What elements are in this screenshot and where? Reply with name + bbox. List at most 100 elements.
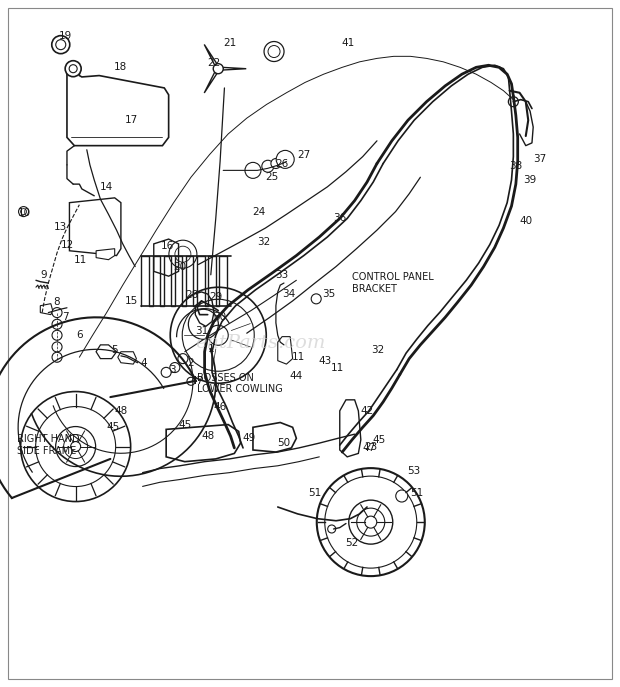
Text: 32: 32	[257, 237, 270, 247]
Circle shape	[311, 294, 321, 304]
Circle shape	[349, 500, 392, 544]
Circle shape	[262, 160, 274, 172]
Circle shape	[51, 36, 70, 54]
Circle shape	[178, 354, 188, 363]
Text: 34: 34	[281, 289, 295, 299]
Circle shape	[170, 363, 180, 372]
Circle shape	[52, 330, 62, 340]
Text: 20: 20	[173, 262, 187, 271]
Polygon shape	[253, 423, 296, 452]
Text: 18: 18	[114, 63, 128, 72]
Polygon shape	[96, 345, 117, 359]
Text: 49: 49	[242, 433, 256, 443]
Circle shape	[52, 352, 62, 362]
Circle shape	[328, 525, 335, 533]
Text: 3: 3	[169, 365, 175, 374]
Text: 26: 26	[275, 159, 289, 168]
Text: 5: 5	[112, 346, 118, 355]
Text: 11: 11	[292, 352, 306, 362]
Polygon shape	[40, 304, 53, 315]
Circle shape	[396, 490, 408, 502]
Text: 21: 21	[223, 38, 236, 47]
Circle shape	[52, 342, 62, 352]
Text: 44: 44	[290, 372, 303, 381]
Polygon shape	[96, 249, 115, 260]
Circle shape	[264, 41, 284, 62]
Text: 8: 8	[54, 297, 60, 307]
Text: 30: 30	[213, 313, 227, 322]
Text: 2: 2	[187, 358, 193, 368]
Text: 12: 12	[60, 240, 74, 249]
Text: 29: 29	[209, 292, 223, 302]
Text: 28: 28	[185, 291, 199, 300]
Text: 31: 31	[195, 326, 208, 336]
Polygon shape	[204, 45, 217, 65]
Circle shape	[271, 159, 281, 168]
Text: 17: 17	[125, 115, 138, 125]
Polygon shape	[278, 337, 293, 364]
Circle shape	[208, 325, 228, 346]
Text: 36: 36	[333, 214, 347, 223]
Circle shape	[508, 97, 518, 106]
Text: entParts.com: entParts.com	[195, 335, 326, 352]
Text: 48: 48	[201, 431, 215, 441]
Circle shape	[187, 377, 195, 385]
Text: 24: 24	[252, 207, 266, 216]
Text: CONTROL PANEL
BRACKET: CONTROL PANEL BRACKET	[352, 272, 434, 294]
Polygon shape	[340, 400, 361, 457]
Circle shape	[276, 150, 294, 168]
Text: 41: 41	[342, 38, 355, 47]
Circle shape	[20, 392, 131, 502]
Text: 47: 47	[190, 376, 204, 386]
Text: 27: 27	[297, 150, 311, 159]
Text: 45: 45	[373, 435, 386, 444]
Text: 45: 45	[106, 423, 120, 432]
Text: 35: 35	[322, 289, 335, 299]
Circle shape	[56, 427, 95, 466]
Text: 1: 1	[208, 344, 214, 354]
Circle shape	[161, 368, 171, 377]
Circle shape	[245, 162, 261, 179]
Text: 7: 7	[62, 313, 68, 322]
Polygon shape	[166, 425, 241, 462]
Polygon shape	[67, 67, 169, 146]
Text: 40: 40	[519, 216, 533, 226]
Polygon shape	[223, 67, 246, 70]
Text: 46: 46	[213, 402, 227, 412]
Text: 48: 48	[114, 406, 128, 416]
Text: 25: 25	[265, 172, 278, 182]
Text: 4: 4	[141, 358, 147, 368]
Text: 45: 45	[178, 420, 192, 429]
Text: 16: 16	[161, 241, 174, 251]
Text: 53: 53	[407, 466, 421, 475]
Text: 11: 11	[74, 255, 87, 264]
Circle shape	[317, 468, 425, 576]
Circle shape	[365, 516, 377, 528]
Text: 33: 33	[275, 270, 289, 280]
Text: 37: 37	[533, 155, 546, 164]
Polygon shape	[69, 198, 121, 256]
Text: 14: 14	[100, 182, 113, 192]
Text: 22: 22	[207, 58, 221, 68]
Circle shape	[65, 60, 81, 77]
Text: RIGHT HAND
SIDE FRAME: RIGHT HAND SIDE FRAME	[17, 434, 80, 456]
Polygon shape	[154, 239, 179, 276]
Text: 10: 10	[18, 208, 32, 218]
Circle shape	[52, 308, 62, 317]
Text: 9: 9	[40, 270, 46, 280]
Text: 6: 6	[76, 330, 82, 340]
Text: 38: 38	[509, 161, 523, 171]
Text: 11: 11	[331, 363, 345, 372]
Circle shape	[213, 64, 223, 74]
Circle shape	[71, 442, 81, 451]
Text: 23: 23	[364, 442, 378, 451]
Text: 51: 51	[308, 488, 322, 498]
Text: 43: 43	[319, 356, 332, 365]
Circle shape	[52, 319, 62, 329]
Polygon shape	[118, 352, 136, 364]
Circle shape	[170, 287, 266, 383]
Text: 39: 39	[523, 175, 537, 185]
Text: 50: 50	[277, 438, 291, 448]
Text: 13: 13	[54, 222, 68, 232]
Text: 42: 42	[360, 406, 374, 416]
